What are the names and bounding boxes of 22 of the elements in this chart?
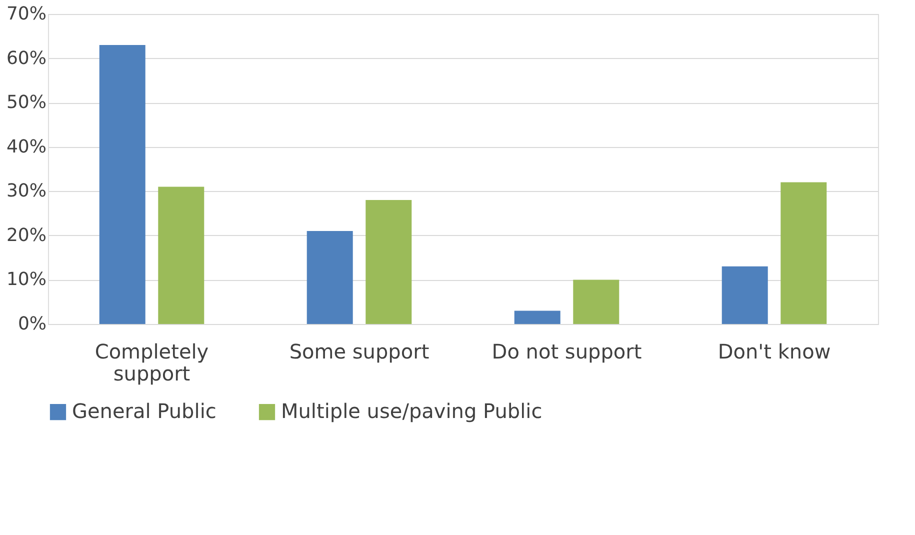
y-tick-label: 30% (6, 180, 46, 202)
bar (514, 310, 560, 324)
legend-label: Multiple use/paving Public (281, 399, 542, 423)
bar (573, 280, 620, 324)
y-tick-label: 20% (6, 224, 46, 246)
bar (158, 186, 204, 324)
legend-label: General Public (72, 399, 216, 423)
bar (366, 200, 412, 324)
x-tick-label: Do not support (492, 340, 642, 364)
y-tick-label: 50% (6, 92, 46, 114)
y-tick-label: 0% (18, 314, 46, 334)
x-tick-label: Don't know (718, 340, 831, 364)
bar (780, 182, 827, 324)
y-tick-label: 60% (6, 48, 46, 69)
y-tick-label: 70% (6, 4, 46, 24)
bar (99, 45, 146, 324)
bar (306, 231, 353, 324)
x-tick-label: Some support (289, 340, 430, 364)
y-tick-label: 40% (6, 136, 46, 158)
y-tick-label: 10% (6, 269, 46, 290)
bar (722, 266, 768, 324)
x-tick-label: Completely support (94, 340, 209, 386)
